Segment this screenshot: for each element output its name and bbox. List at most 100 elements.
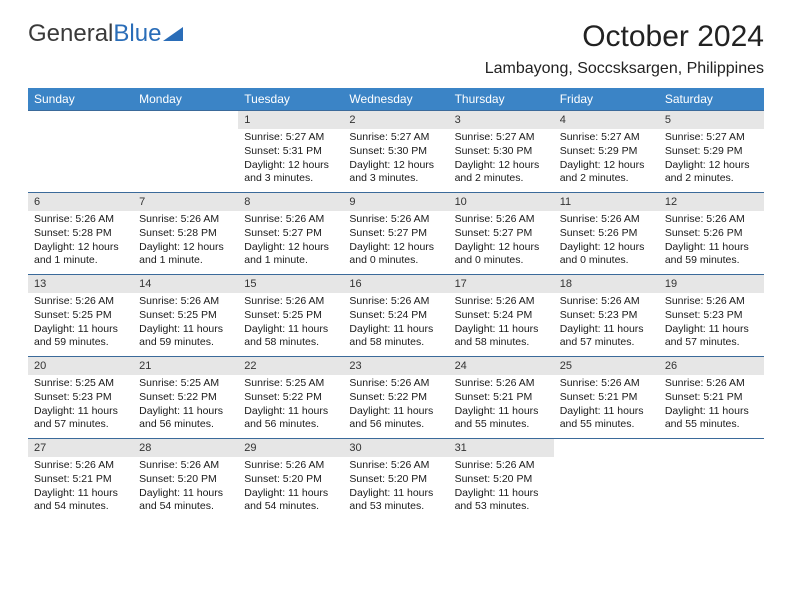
calendar-day: 27 Sunrise: 5:26 AMSunset: 5:21 PMDayligh… (28, 438, 133, 520)
sunset-line: Sunset: 5:28 PM (139, 227, 232, 241)
sunrise-line: Sunrise: 5:26 AM (665, 213, 758, 227)
day-number: 20 (28, 357, 133, 375)
sunrise-line: Sunrise: 5:26 AM (244, 213, 337, 227)
sunrise-line: Sunrise: 5:26 AM (139, 459, 232, 473)
sunrise-line: Sunrise: 5:26 AM (349, 459, 442, 473)
day-of-week-header: SundayMondayTuesdayWednesdayThursdayFrid… (28, 88, 764, 110)
day-number: 27 (28, 439, 133, 457)
calendar-day: 28Sunrise: 5:26 AMSunset: 5:20 PMDayligh… (133, 438, 238, 520)
daylight-line: Daylight: 11 hours and 57 minutes. (665, 323, 758, 350)
day-number: 18 (554, 275, 659, 293)
sunrise-line: Sunrise: 5:26 AM (560, 213, 653, 227)
day-body: Sunrise: 5:26 AMSunset: 5:20 PMDaylight:… (449, 459, 554, 514)
sunset-line: Sunset: 5:21 PM (560, 391, 653, 405)
calendar-day: 4Sunrise: 5:27 AMSunset: 5:29 PMDaylight… (554, 110, 659, 192)
brand-name-2: Blue (113, 20, 161, 48)
day-number: 7 (133, 193, 238, 211)
day-body: Sunrise: 5:26 AMSunset: 5:20 PMDaylight:… (238, 459, 343, 514)
sunset-line: Sunset: 5:26 PM (560, 227, 653, 241)
day-number: 14 (133, 275, 238, 293)
day-body: Sunrise: 5:25 AMSunset: 5:22 PMDaylight:… (238, 377, 343, 432)
daylight-line: Daylight: 12 hours and 0 minutes. (349, 241, 442, 268)
sunrise-line: Sunrise: 5:26 AM (349, 295, 442, 309)
calendar-day: 24Sunrise: 5:26 AMSunset: 5:21 PMDayligh… (449, 356, 554, 438)
sunset-line: Sunset: 5:24 PM (455, 309, 548, 323)
sunrise-line: Sunrise: 5:26 AM (139, 295, 232, 309)
day-number: 8 (238, 193, 343, 211)
daylight-line: Daylight: 12 hours and 2 minutes. (560, 159, 653, 186)
sunset-line: Sunset: 5:21 PM (665, 391, 758, 405)
sunrise-line: Sunrise: 5:26 AM (34, 213, 127, 227)
daylight-line: Daylight: 12 hours and 3 minutes. (349, 159, 442, 186)
calendar-day: 11Sunrise: 5:26 AMSunset: 5:26 PMDayligh… (554, 192, 659, 274)
sunrise-line: Sunrise: 5:26 AM (665, 295, 758, 309)
day-body: Sunrise: 5:26 AMSunset: 5:20 PMDaylight:… (133, 459, 238, 514)
sunrise-line: Sunrise: 5:25 AM (139, 377, 232, 391)
day-number: 16 (343, 275, 448, 293)
daylight-line: Daylight: 11 hours and 55 minutes. (455, 405, 548, 432)
day-body: Sunrise: 5:26 AMSunset: 5:28 PMDaylight:… (28, 213, 133, 268)
sunset-line: Sunset: 5:27 PM (349, 227, 442, 241)
day-body: Sunrise: 5:26 AMSunset: 5:21 PMDaylight:… (28, 459, 133, 514)
day-body: Sunrise: 5:26 AMSunset: 5:28 PMDaylight:… (133, 213, 238, 268)
sunrise-line: Sunrise: 5:26 AM (560, 377, 653, 391)
calendar-day: 1Sunrise: 5:27 AMSunset: 5:31 PMDaylight… (238, 110, 343, 192)
logo-arrow-icon (163, 25, 189, 43)
header: GeneralBlue October 2024 Lambayong, Socc… (28, 20, 764, 78)
daylight-line: Daylight: 12 hours and 2 minutes. (665, 159, 758, 186)
day-body: Sunrise: 5:26 AMSunset: 5:26 PMDaylight:… (659, 213, 764, 268)
calendar-day: 12 Sunrise: 5:26 AMSunset: 5:26 PMDayligh… (659, 192, 764, 274)
daylight-line: Daylight: 11 hours and 58 minutes. (455, 323, 548, 350)
daylight-line: Daylight: 11 hours and 56 minutes. (244, 405, 337, 432)
calendar-day: 14 Sunrise: 5:26 AMSunset: 5:25 PMDayligh… (133, 274, 238, 356)
sunset-line: Sunset: 5:29 PM (560, 145, 653, 159)
sunrise-line: Sunrise: 5:26 AM (34, 459, 127, 473)
daylight-line: Daylight: 11 hours and 58 minutes. (244, 323, 337, 350)
sunset-line: Sunset: 5:22 PM (349, 391, 442, 405)
day-number: 9 (343, 193, 448, 211)
calendar-day-empty (28, 110, 133, 192)
sunrise-line: Sunrise: 5:27 AM (665, 131, 758, 145)
day-number: 12 (659, 193, 764, 211)
calendar-day: 6Sunrise: 5:26 AMSunset: 5:28 PMDaylight… (28, 192, 133, 274)
sunset-line: Sunset: 5:29 PM (665, 145, 758, 159)
day-number: 24 (449, 357, 554, 375)
sunset-line: Sunset: 5:28 PM (34, 227, 127, 241)
daylight-line: Daylight: 12 hours and 2 minutes. (455, 159, 548, 186)
daylight-line: Daylight: 11 hours and 58 minutes. (349, 323, 442, 350)
daylight-line: Daylight: 11 hours and 54 minutes. (244, 487, 337, 514)
sunset-line: Sunset: 5:23 PM (665, 309, 758, 323)
day-body: Sunrise: 5:27 AMSunset: 5:29 PMDaylight:… (659, 131, 764, 186)
calendar-day: 29 Sunrise: 5:26 AMSunset: 5:20 PMDayligh… (238, 438, 343, 520)
sunset-line: Sunset: 5:27 PM (455, 227, 548, 241)
day-number: 10 (449, 193, 554, 211)
day-number: 3 (449, 111, 554, 129)
day-number: 4 (554, 111, 659, 129)
daylight-line: Daylight: 12 hours and 1 minute. (34, 241, 127, 268)
day-body: Sunrise: 5:27 AMSunset: 5:30 PMDaylight:… (449, 131, 554, 186)
sunrise-line: Sunrise: 5:26 AM (455, 459, 548, 473)
day-body: Sunrise: 5:26 AMSunset: 5:25 PMDaylight:… (133, 295, 238, 350)
calendar-day-empty (659, 438, 764, 520)
calendar-day: 20Sunrise: 5:25 AMSunset: 5:23 PMDayligh… (28, 356, 133, 438)
sunrise-line: Sunrise: 5:26 AM (349, 377, 442, 391)
day-body: Sunrise: 5:26 AMSunset: 5:22 PMDaylight:… (343, 377, 448, 432)
location-subtitle: Lambayong, Soccsksargen, Philippines (485, 60, 764, 78)
sunset-line: Sunset: 5:30 PM (349, 145, 442, 159)
calendar-day: 18Sunrise: 5:26 AMSunset: 5:23 PMDayligh… (554, 274, 659, 356)
daylight-line: Daylight: 11 hours and 57 minutes. (34, 405, 127, 432)
sunset-line: Sunset: 5:23 PM (560, 309, 653, 323)
day-body: Sunrise: 5:26 AMSunset: 5:23 PMDaylight:… (659, 295, 764, 350)
calendar-day: 21Sunrise: 5:25 AMSunset: 5:22 PMDayligh… (133, 356, 238, 438)
day-number: 29 (238, 439, 343, 457)
daylight-line: Daylight: 11 hours and 56 minutes. (349, 405, 442, 432)
calendar-day: 10Sunrise: 5:26 AMSunset: 5:27 PMDayligh… (449, 192, 554, 274)
daylight-line: Daylight: 11 hours and 54 minutes. (139, 487, 232, 514)
sunrise-line: Sunrise: 5:26 AM (665, 377, 758, 391)
calendar-day: 15Sunrise: 5:26 AMSunset: 5:25 PMDayligh… (238, 274, 343, 356)
calendar-day: 2Sunrise: 5:27 AMSunset: 5:30 PMDaylight… (343, 110, 448, 192)
day-body: Sunrise: 5:25 AMSunset: 5:22 PMDaylight:… (133, 377, 238, 432)
sunset-line: Sunset: 5:20 PM (139, 473, 232, 487)
sunset-line: Sunset: 5:22 PM (244, 391, 337, 405)
day-body: Sunrise: 5:27 AMSunset: 5:31 PMDaylight:… (238, 131, 343, 186)
